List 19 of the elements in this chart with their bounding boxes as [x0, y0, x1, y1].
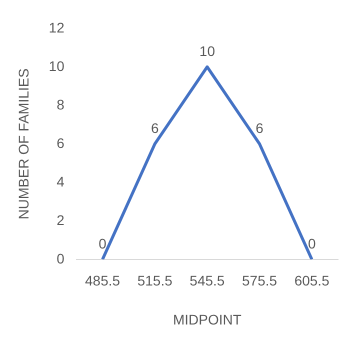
y-tick-label: 2	[56, 212, 65, 228]
y-tick-label: 8	[56, 96, 65, 112]
data-label: 0	[98, 235, 107, 252]
y-axis-title: NUMBER OF FAMILIES	[15, 68, 32, 220]
x-tick-label: 545.5	[190, 272, 225, 289]
y-tick-label: 4	[56, 173, 65, 190]
y-tick-label: 12	[48, 19, 65, 36]
y-tick-label: 10	[48, 58, 65, 74]
data-label: 10	[199, 42, 216, 59]
data-label: 0	[308, 235, 316, 252]
data-label: 6	[150, 120, 159, 136]
x-tick-label: 485.5	[85, 272, 120, 289]
y-tick-label: 6	[56, 134, 65, 151]
x-tick-label: 605.5	[294, 272, 330, 289]
x-axis-title: MIDPOINT	[172, 311, 242, 328]
data-label: 6	[256, 120, 264, 136]
y-tick-label: 0	[56, 250, 65, 266]
x-tick-label: 575.5	[242, 272, 278, 289]
x-tick-label: 515.5	[137, 272, 173, 289]
